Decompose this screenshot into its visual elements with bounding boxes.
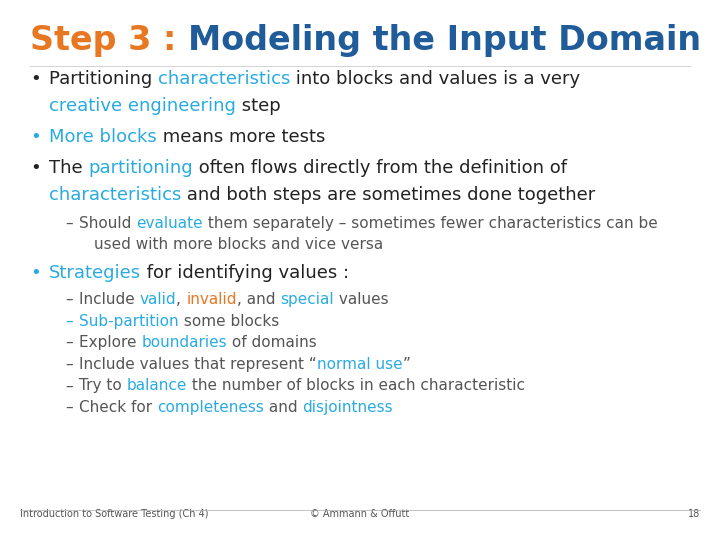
Text: into blocks and values is a very: into blocks and values is a very — [290, 70, 580, 87]
Text: for identifying values :: for identifying values : — [141, 264, 349, 282]
Text: The: The — [49, 159, 89, 177]
Text: Check for: Check for — [79, 400, 157, 415]
Text: invalid: invalid — [186, 292, 237, 307]
Text: used with more blocks and vice versa: used with more blocks and vice versa — [94, 238, 383, 253]
Text: characteristics: characteristics — [49, 186, 181, 204]
Text: special: special — [280, 292, 333, 307]
Text: and: and — [264, 400, 302, 415]
Text: –: – — [65, 335, 73, 350]
Text: ”: ” — [402, 357, 410, 372]
Text: Modeling the Input Domain: Modeling the Input Domain — [188, 24, 701, 57]
Text: disjointness: disjointness — [302, 400, 393, 415]
Text: –: – — [65, 357, 73, 372]
Text: Include values that represent “: Include values that represent “ — [79, 357, 317, 372]
Text: values: values — [333, 292, 388, 307]
Text: Step 3 :: Step 3 : — [30, 24, 188, 57]
Text: means more tests: means more tests — [157, 128, 325, 146]
Text: Strategies: Strategies — [49, 264, 141, 282]
Text: characteristics: characteristics — [158, 70, 290, 87]
Text: valid: valid — [140, 292, 176, 307]
Text: –: – — [65, 314, 73, 329]
Text: Sub-partition: Sub-partition — [79, 314, 179, 329]
Text: •: • — [30, 128, 41, 146]
Text: creative engineering: creative engineering — [49, 97, 236, 114]
Text: , and: , and — [237, 292, 280, 307]
Text: of domains: of domains — [228, 335, 317, 350]
Text: Should: Should — [79, 216, 137, 231]
Text: –: – — [65, 379, 73, 394]
Text: partitioning: partitioning — [89, 159, 193, 177]
Text: step: step — [236, 97, 281, 114]
Text: Include: Include — [79, 292, 140, 307]
Text: some blocks: some blocks — [179, 314, 279, 329]
Text: More blocks: More blocks — [49, 128, 157, 146]
Text: them separately – sometimes fewer characteristics can be: them separately – sometimes fewer charac… — [203, 216, 658, 231]
Text: often flows directly from the definition of: often flows directly from the definition… — [193, 159, 567, 177]
Text: the number of blocks in each characteristic: the number of blocks in each characteris… — [187, 379, 525, 394]
Text: completeness: completeness — [157, 400, 264, 415]
Text: –: – — [65, 400, 73, 415]
Text: balance: balance — [127, 379, 187, 394]
Text: •: • — [30, 264, 41, 282]
Text: © Ammann & Offutt: © Ammann & Offutt — [310, 509, 410, 519]
Text: and both steps are sometimes done together: and both steps are sometimes done togeth… — [181, 186, 595, 204]
Text: boundaries: boundaries — [142, 335, 228, 350]
Text: –: – — [65, 292, 73, 307]
Text: Partitioning: Partitioning — [49, 70, 158, 87]
Text: ,: , — [176, 292, 186, 307]
Text: evaluate: evaluate — [137, 216, 203, 231]
Text: •: • — [30, 70, 41, 87]
Text: Explore: Explore — [79, 335, 142, 350]
Text: Try to: Try to — [79, 379, 127, 394]
Text: normal use: normal use — [317, 357, 402, 372]
Text: –: – — [65, 216, 73, 231]
Text: Introduction to Software Testing (Ch 4): Introduction to Software Testing (Ch 4) — [20, 509, 209, 519]
Text: •: • — [30, 159, 41, 177]
Text: 18: 18 — [688, 509, 700, 519]
